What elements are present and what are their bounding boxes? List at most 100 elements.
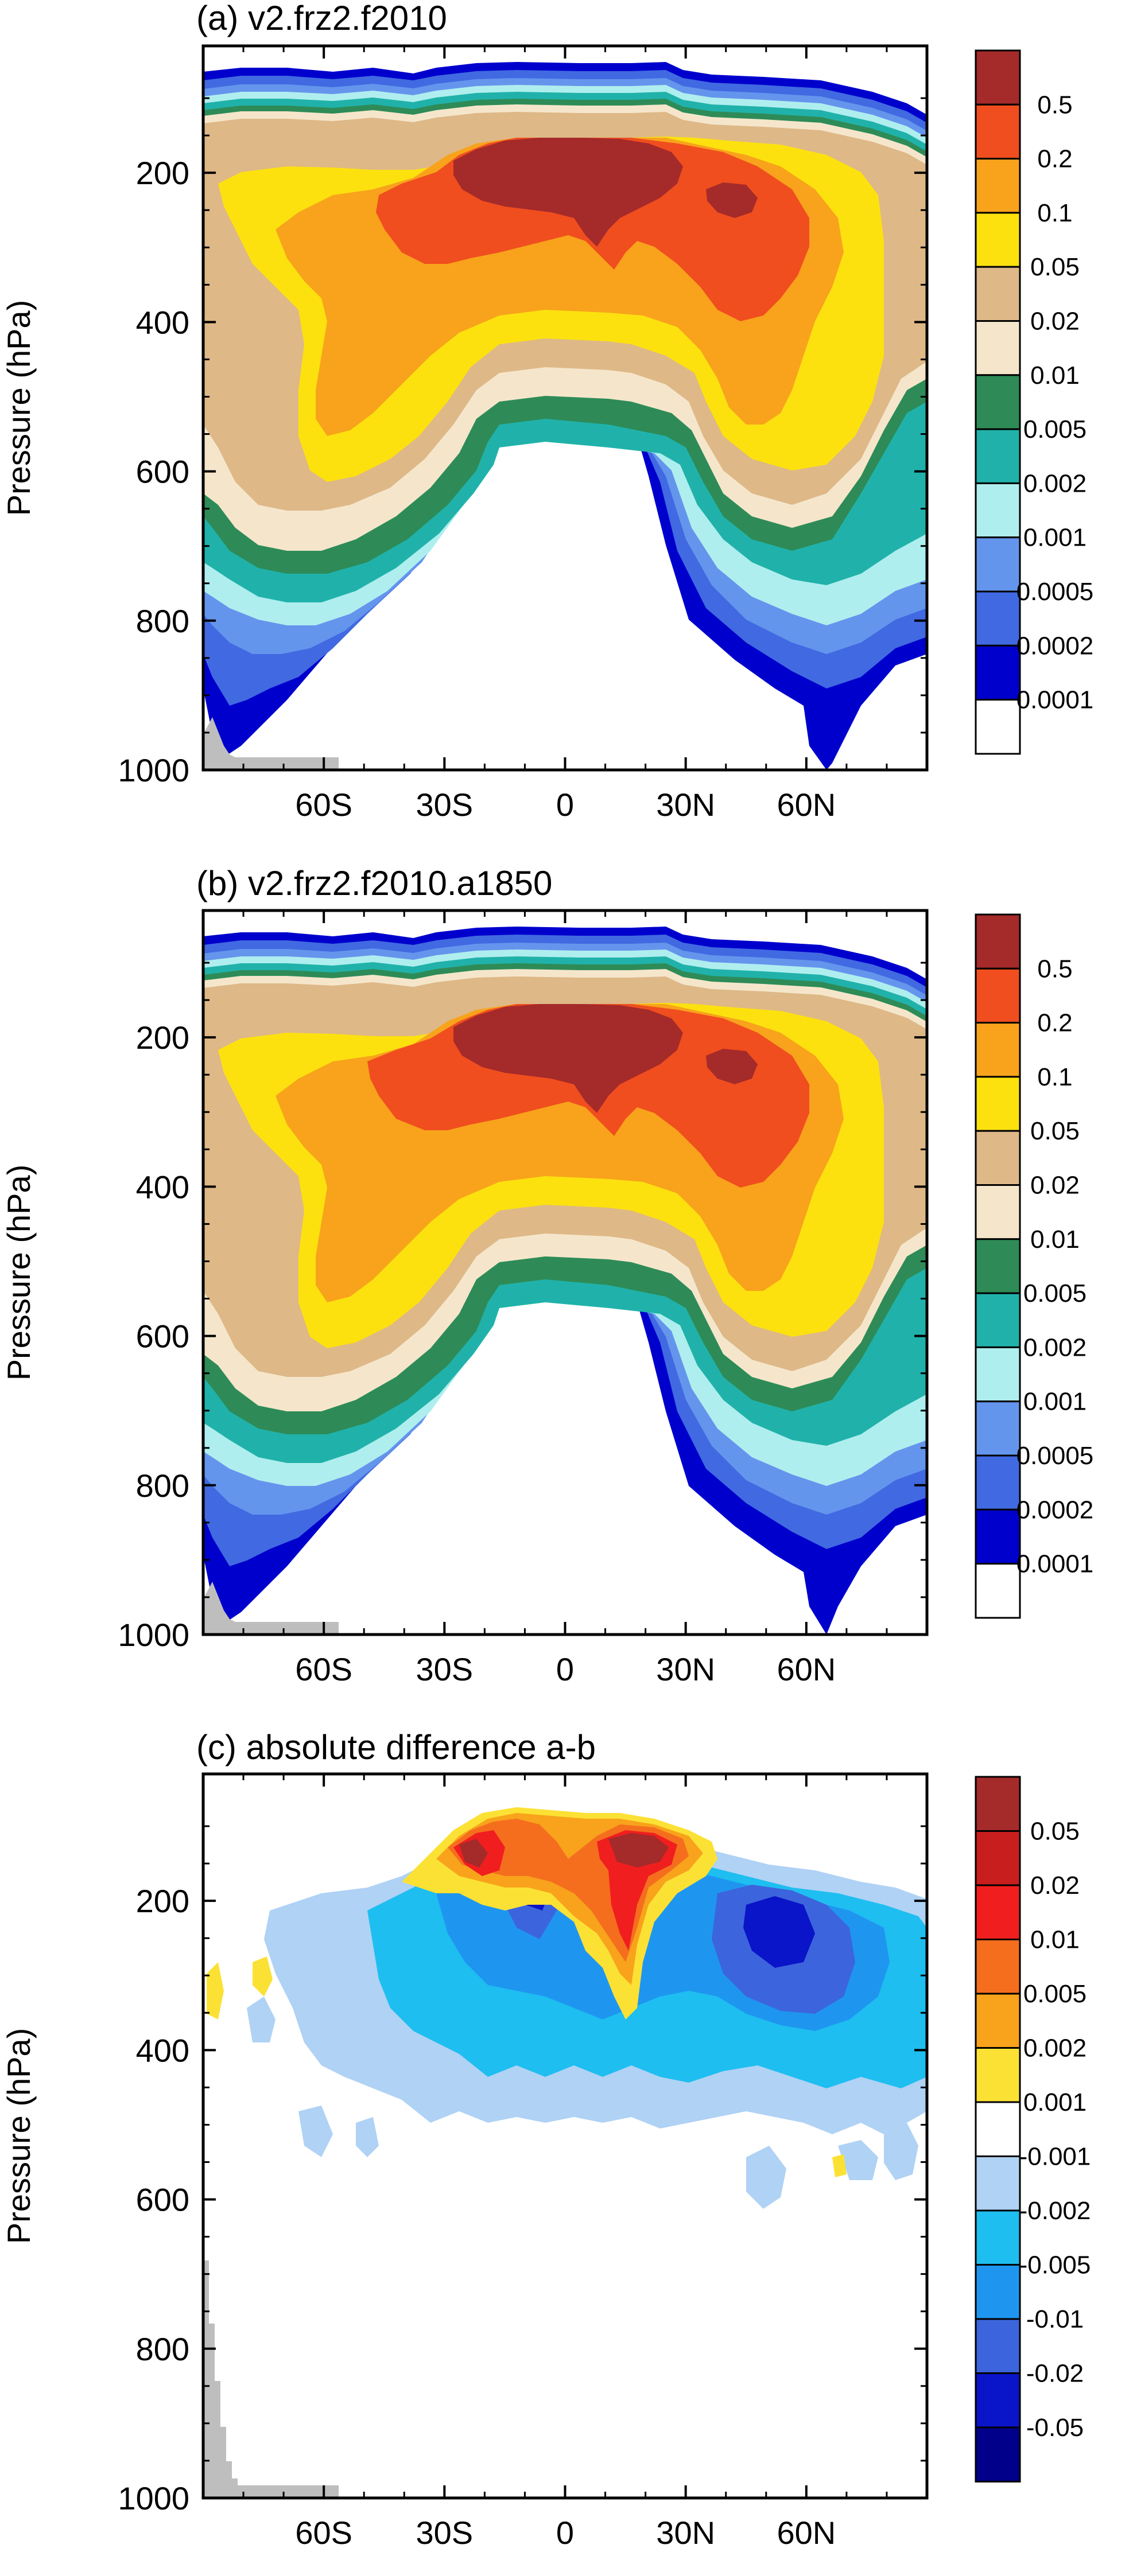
colorbar-label: -0.001 — [1019, 2143, 1091, 2171]
panel-c-contour-neg001-g — [298, 2106, 333, 2157]
panel-b-colorbar: 0.5 0.2 0.1 0.05 0.02 0.01 0.005 0.002 0.001 0.00… — [975, 913, 1094, 1619]
colorbar-label: 0.2 — [1037, 1009, 1072, 1037]
x-tick-label: 0 — [556, 1651, 574, 1687]
colorbar-swatch — [975, 2101, 1021, 2157]
panel-c-contour-pos-small1 — [253, 1956, 273, 1997]
panel-c-title: (c) absolute difference a-b — [196, 1728, 596, 1766]
x-tick-label: 60S — [295, 1651, 352, 1687]
y-tick-label: 400 — [136, 304, 189, 340]
panel-c-contour-pos05b — [459, 1839, 488, 1867]
y-tick-label: 1000 — [118, 752, 189, 788]
colorbar-swatch — [975, 699, 1021, 755]
panel-c-contour-neg001-d — [884, 2123, 918, 2180]
colorbar-label: 0.05 — [1030, 253, 1080, 281]
panel-a-title: (a) v2.frz2.f2010 — [196, 0, 447, 37]
x-tick-label: 60S — [295, 2515, 352, 2551]
panel-c-contour-neg02 — [743, 1896, 815, 1968]
colorbar-swatch — [975, 374, 1021, 430]
panel-c-contour-neg001-c — [838, 2140, 878, 2180]
panel-b-axes: 60S 30S 0 30N 60N 200 400 600 800 1000 Pressure (h… — [1, 910, 927, 1687]
colorbar-swatch — [975, 1076, 1021, 1132]
x-tick-label: 0 — [556, 787, 574, 823]
colorbar-label: 0.1 — [1037, 199, 1072, 227]
colorbar-swatch — [975, 428, 1021, 484]
y-tick-label: 800 — [136, 2331, 189, 2367]
panel-b-title: (b) v2.frz2.f2010.a1850 — [196, 864, 552, 902]
panel-c-field — [203, 1807, 927, 2498]
colorbar-label: 0.005 — [1023, 1279, 1087, 1308]
colorbar-label: 0.0005 — [1016, 1442, 1094, 1470]
colorbar-swatch — [975, 320, 1021, 376]
colorbar-label: 0.05 — [1030, 1818, 1080, 1846]
colorbar-swatch — [975, 2426, 1021, 2482]
colorbar-label: 0.002 — [1023, 2034, 1087, 2063]
x-tick-label: 30S — [416, 1651, 474, 1687]
colorbar-swatch — [975, 1346, 1021, 1403]
colorbar-swatch — [975, 266, 1021, 322]
y-tick-label: 200 — [136, 1883, 189, 1919]
colorbar-swatch — [975, 967, 1021, 1024]
panel-b-field — [203, 927, 927, 1635]
y-axis-label: Pressure (hPa) — [1, 300, 37, 516]
colorbar-label: 0.02 — [1030, 308, 1080, 336]
colorbar-swatch — [975, 1776, 1021, 1832]
panel-b: (b) v2.frz2.f2010.a1850 60S 30S 0 30N 60N 200… — [1, 864, 1093, 1687]
colorbar-swatch — [975, 158, 1021, 214]
colorbar-label: 0.02 — [1030, 1871, 1080, 1900]
y-axis-label: Pressure (hPa) — [1, 1165, 37, 1381]
panel-a-contour-5b — [706, 182, 758, 218]
panel-a-colorbar: 0.5 0.2 0.1 0.05 0.02 0.01 0.005 0.002 0.001 0.00… — [975, 49, 1094, 755]
panel-c: (c) absolute difference a-b — [1, 1728, 1091, 2551]
panel-a: (a) v2.frz2.f2010 60S 30S 0 30N 60N 200 400 600… — [1, 0, 1093, 823]
colorbar-swatch — [975, 2155, 1021, 2212]
colorbar-swatch — [975, 913, 1021, 970]
y-axis-label: Pressure (hPa) — [1, 2028, 37, 2244]
panel-c-contour-pos-small2 — [207, 1962, 224, 2019]
colorbar-label: 0.0002 — [1016, 1496, 1094, 1524]
panel-a-axes: 60S 30S 0 30N 60N 200 400 600 800 1000 Pressure (h… — [1, 46, 927, 823]
panel-a-field — [203, 62, 927, 770]
panel-a-contour-5 — [453, 138, 683, 247]
colorbar-label: 0.02 — [1030, 1172, 1080, 1200]
colorbar-label: -0.01 — [1026, 2305, 1084, 2333]
y-tick-label: 1000 — [118, 2480, 189, 2516]
colorbar-swatch — [975, 1993, 1021, 2049]
colorbar-swatch — [975, 2264, 1021, 2320]
colorbar-label: 0.01 — [1030, 361, 1080, 390]
x-tick-label: 30S — [416, 787, 474, 823]
colorbar-swatch — [975, 1454, 1021, 1511]
panel-c-contour-pos05 — [608, 1833, 669, 1867]
y-tick-label: 600 — [136, 2182, 189, 2218]
x-tick-label: 0 — [556, 2515, 574, 2551]
colorbar-swatch — [975, 1400, 1021, 1457]
colorbar-label: 0.01 — [1030, 1926, 1080, 1954]
colorbar-swatch — [975, 1130, 1021, 1186]
colorbar-swatch — [975, 1508, 1021, 1565]
colorbar-swatch — [975, 1939, 1021, 1995]
colorbar-swatch — [975, 1292, 1021, 1348]
panel-c-contour-neg001-e — [356, 2117, 379, 2157]
x-tick-label: 60N — [777, 1651, 836, 1687]
colorbar-label: 0.0001 — [1016, 686, 1094, 714]
y-tick-label: 400 — [136, 1169, 189, 1205]
colorbar-label: 0.001 — [1023, 1388, 1087, 1416]
colorbar-label: -0.005 — [1019, 2251, 1091, 2279]
colorbar-label: 0.005 — [1023, 1980, 1087, 2008]
panel-a-ground-mask — [203, 717, 339, 770]
colorbar-label: -0.05 — [1026, 2414, 1084, 2442]
panel-c-contour-neg001-f — [247, 1997, 276, 2042]
y-tick-label: 800 — [136, 1468, 189, 1504]
colorbar-label: 0.0002 — [1016, 632, 1094, 660]
colorbar-label: 0.05 — [1030, 1117, 1080, 1145]
colorbar-swatch — [975, 2209, 1021, 2266]
colorbar-swatch — [975, 1022, 1021, 1078]
x-tick-label: 60S — [295, 787, 352, 823]
colorbar-swatch — [975, 2047, 1021, 2103]
x-tick-label: 30N — [656, 1651, 715, 1687]
x-tick-label: 60N — [777, 787, 836, 823]
colorbar-swatch — [975, 1830, 1021, 1886]
colorbar-swatch — [975, 103, 1021, 160]
colorbar-swatch — [975, 212, 1021, 268]
colorbar-label: 0.1 — [1037, 1063, 1072, 1091]
